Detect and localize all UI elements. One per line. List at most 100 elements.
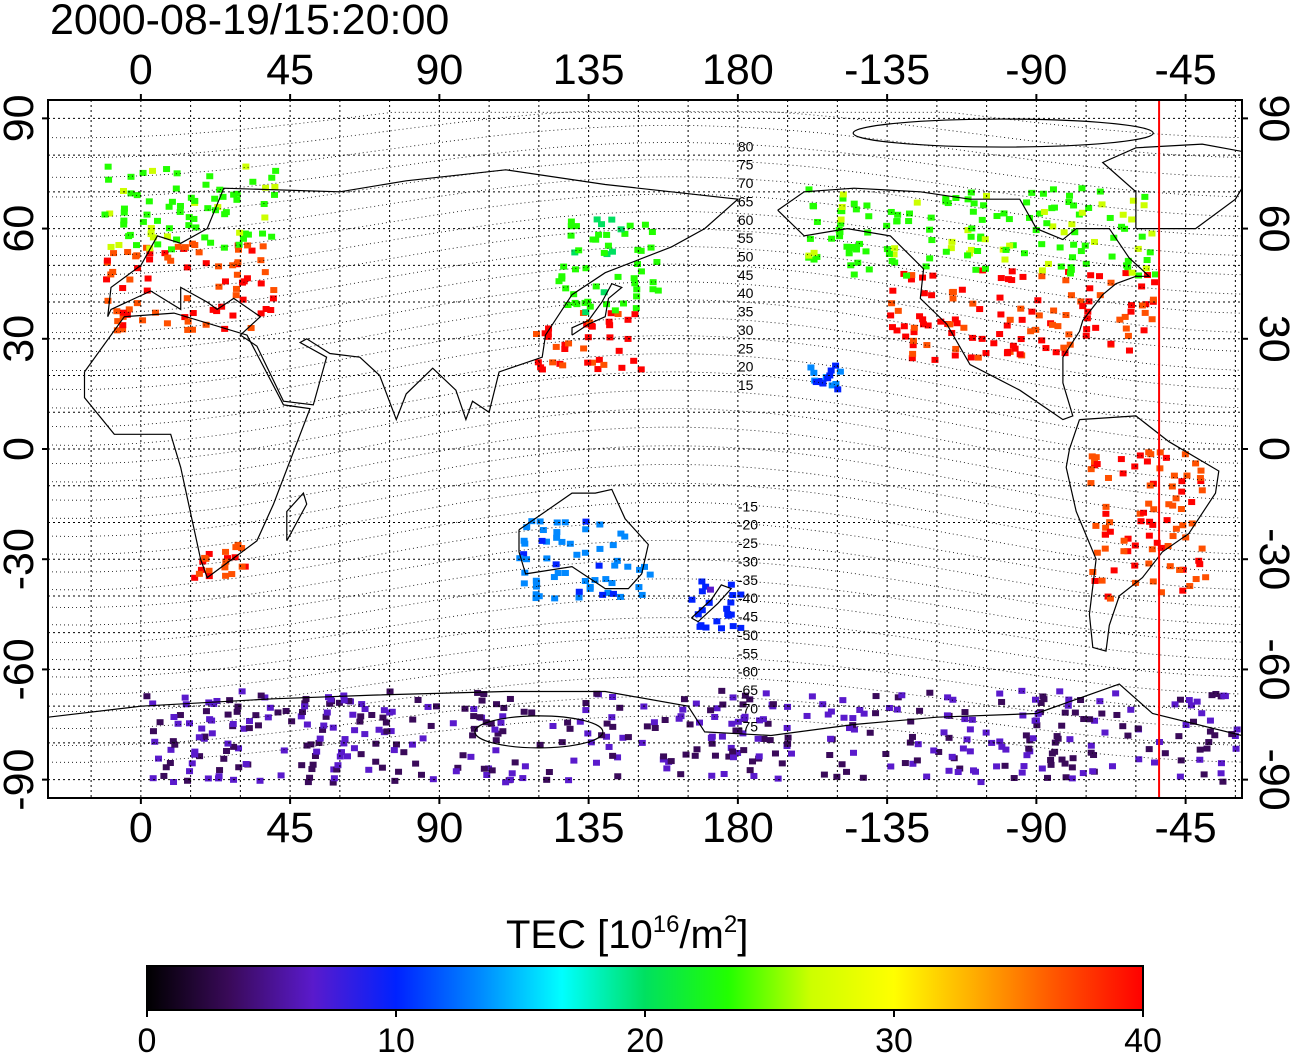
- tec-cell: [947, 245, 955, 252]
- tec-cell: [948, 753, 956, 760]
- tec-cell: [555, 278, 563, 285]
- tec-cell: [919, 321, 927, 328]
- tec-cell: [836, 229, 844, 236]
- tec-cell: [1069, 755, 1077, 762]
- tec-cell: [1157, 589, 1165, 596]
- tec-cell: [365, 766, 373, 773]
- maglat-contour: [48, 353, 1242, 428]
- tec-cell: [1071, 229, 1079, 236]
- coastline-japan: [571, 282, 623, 336]
- tec-cell: [890, 251, 898, 258]
- tec-cell: [1217, 760, 1225, 767]
- tec-cell: [1086, 285, 1094, 292]
- tec-cell: [183, 264, 191, 271]
- maglat-label: 35: [738, 304, 754, 320]
- tec-cell: [262, 184, 270, 191]
- tec-cell: [600, 249, 608, 256]
- tec-cell: [891, 259, 899, 266]
- tec-cell: [1203, 745, 1211, 752]
- tec-cell: [885, 704, 893, 711]
- tec-cell: [1185, 697, 1193, 704]
- tec-cell: [1106, 528, 1114, 535]
- tec-cell: [1106, 595, 1114, 602]
- tec-cell: [728, 720, 736, 727]
- tec-cell: [119, 187, 127, 194]
- lat-label-right: -30: [1250, 528, 1292, 590]
- tec-cell: [341, 736, 349, 743]
- tec-cell: [101, 211, 109, 218]
- tec-cell: [564, 719, 572, 726]
- tec-cell: [787, 750, 795, 757]
- tec-cell: [1127, 308, 1135, 315]
- tec-cell: [184, 777, 192, 784]
- tec-cell: [1197, 467, 1205, 474]
- tec-cell: [558, 273, 566, 280]
- lat-label-left: -90: [0, 749, 43, 811]
- tec-cell: [566, 725, 574, 732]
- tec-cell: [1101, 729, 1109, 736]
- tec-cell: [375, 726, 383, 733]
- tec-cell: [268, 174, 276, 181]
- tec-cell: [552, 561, 560, 568]
- tec-cell: [595, 562, 603, 569]
- tec-cell: [1206, 717, 1214, 724]
- tec-cell: [1150, 759, 1158, 766]
- tec-cell: [1016, 351, 1024, 358]
- tec-cell: [694, 611, 702, 618]
- tec-cell: [232, 285, 240, 292]
- lon-label-top: 0: [129, 46, 153, 94]
- tec-cell: [123, 311, 131, 318]
- tec-cell: [952, 194, 960, 201]
- tec-cell: [1149, 296, 1157, 303]
- tec-cell: [553, 519, 561, 526]
- tec-cell: [1143, 256, 1151, 263]
- tec-cell: [538, 537, 546, 544]
- tec-cell: [1176, 773, 1184, 780]
- tec-cell: [1147, 451, 1155, 458]
- maglat-contour: [48, 426, 1242, 501]
- tec-cell: [492, 737, 500, 744]
- tec-cell: [214, 204, 222, 211]
- tec-cell: [125, 233, 133, 240]
- tec-cell: [226, 697, 234, 704]
- tec-cell: [378, 764, 386, 771]
- tec-cell: [1000, 210, 1008, 217]
- tec-cell: [277, 772, 285, 779]
- tec-cell: [1043, 220, 1051, 227]
- tec-cell: [847, 262, 855, 269]
- tec-cell: [244, 242, 252, 249]
- lat-label-left: 0: [0, 437, 43, 461]
- tec-cell: [615, 347, 623, 354]
- tec-cell: [249, 178, 257, 185]
- tec-cell: [143, 287, 151, 294]
- tec-cell: [1070, 202, 1078, 209]
- tec-cell: [549, 723, 557, 730]
- tec-cell: [729, 623, 737, 630]
- tec-cell: [650, 719, 658, 726]
- tec-cell: [575, 594, 583, 601]
- tec-cell: [839, 191, 847, 198]
- tec-cell: [349, 711, 357, 718]
- tec-cell: [959, 745, 967, 752]
- tec-cell: [1192, 576, 1200, 583]
- tec-cell: [1124, 732, 1132, 739]
- tec-cell: [872, 710, 880, 717]
- tec-cell: [910, 329, 918, 336]
- tec-cell: [1070, 241, 1078, 248]
- tec-cell: [1034, 297, 1042, 304]
- tec-cell: [1143, 458, 1151, 465]
- tec-cell: [621, 230, 629, 237]
- tec-cell: [1112, 690, 1120, 697]
- tec-cell: [197, 566, 205, 573]
- timestamp-title: 2000-08-19/15:20:00: [50, 0, 449, 44]
- tec-cell: [1066, 736, 1074, 743]
- tec-cell: [107, 271, 115, 278]
- tec-cell: [1151, 279, 1159, 286]
- maglat-contour: [48, 159, 1242, 218]
- tec-cell: [151, 738, 159, 745]
- lon-label-top: 180: [702, 46, 774, 94]
- grid-lines: [48, 100, 1242, 798]
- tec-cell: [1080, 716, 1088, 723]
- tec-cell: [176, 208, 184, 215]
- tec-cell: [204, 775, 212, 782]
